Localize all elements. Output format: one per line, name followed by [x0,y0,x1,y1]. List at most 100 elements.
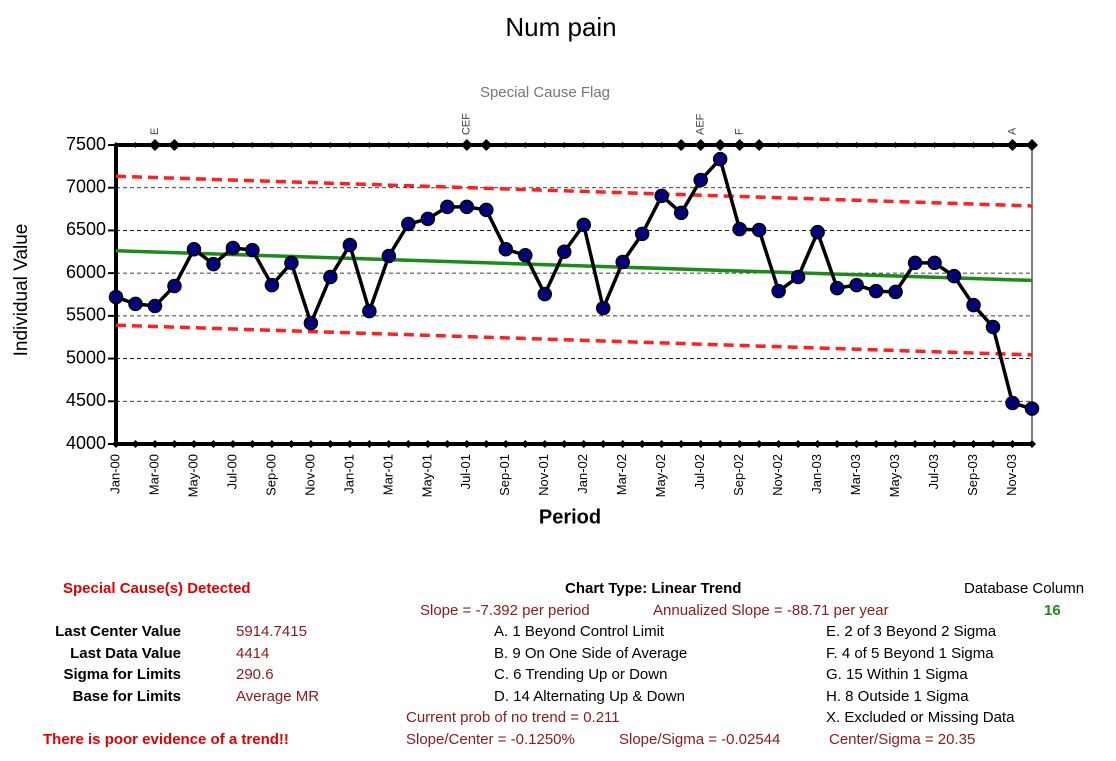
rule: G. 15 Within 1 Sigma [826,666,968,683]
x-tick-label: Mar-00 [146,454,161,495]
data-point [401,216,416,232]
x-tick [911,440,920,448]
x-tick [404,440,413,448]
top-tick [951,142,958,148]
data-point [167,278,182,294]
x-tick-label: Jul-02 [692,454,707,489]
data-point [751,222,767,238]
x-tick [267,440,276,448]
data-point [1005,395,1020,411]
flag-marker [733,139,746,151]
upper-limit [115,174,1033,208]
x-tick-label: Jan-00 [107,454,122,494]
chart-title: Num pain [505,12,616,42]
data-point [537,286,553,302]
flag-marker [168,139,181,151]
top-tick [775,142,782,148]
top-tick [912,142,919,148]
top-tick [834,142,841,148]
center-sigma: Center/Sigma = 20.35 [829,731,976,748]
rule: B. 9 On One Side of Average [494,644,688,662]
data-point [284,255,299,271]
x-tick [1008,440,1017,448]
flag-marker [753,139,766,151]
x-tick [872,440,881,448]
flag-marker [1026,139,1038,151]
top-tick [639,142,646,148]
x-tick [326,440,335,448]
x-tick [969,440,978,448]
data-point [459,199,475,215]
x-tick [618,440,627,448]
data-point [147,298,163,314]
x-tick-label: Jan-01 [341,454,356,494]
flag-label: F [734,128,746,135]
top-tick [307,142,314,148]
data-point [829,280,845,296]
flag-label: AEF [695,113,707,135]
data-point [362,303,377,319]
x-tick [794,440,803,448]
data-point [225,240,241,256]
top-tick [541,142,548,148]
data-point [245,242,260,258]
top-tick [444,142,451,148]
x-tick-label: Sep-02 [731,454,746,496]
top-tick [522,142,529,148]
x-tick-label: Mar-03 [848,454,863,495]
top-tick [424,142,431,148]
x-tick-label: Sep-03 [965,454,980,496]
x-tick [248,440,257,448]
stat-value: 5914.7415 [236,623,307,640]
y-tick-label: 5000 [66,347,106,367]
top-tick [210,142,217,148]
center-line [115,248,1033,283]
chart-type: Chart Type: Linear Trend [565,580,742,597]
data-point [927,255,942,271]
top-tick [873,142,880,148]
y-tick-label: 5500 [66,305,106,325]
x-tick [774,440,783,448]
rule: A. 1 Beyond Control Limit [494,623,665,640]
x-tick-label: Sep-00 [263,454,278,496]
chart-subtitle: Special Cause Flag [480,84,610,101]
x-tick [443,440,452,448]
x-tick [112,440,120,448]
stat-label: Sigma for Limits [63,666,181,683]
top-tick [366,142,373,148]
x-tick [891,440,900,448]
x-tick [423,440,432,448]
y-tick-label: 6000 [66,262,106,282]
x-tick [716,440,725,448]
x-tick-label: Jan-03 [809,454,824,494]
top-tick [853,142,860,148]
x-tick [170,440,179,448]
data-point [323,269,338,285]
top-tick [892,142,899,148]
stat-label: Last Data Value [70,644,181,662]
data-point [907,255,923,271]
x-tick-label: Jul-01 [458,454,473,489]
x-tick-label: Nov-02 [770,454,785,496]
data-point [712,151,728,167]
top-tick [600,142,607,148]
rule: C. 6 Trending Up or Down [494,666,668,683]
y-axis-label: Individual Value [11,224,32,357]
data-point [888,284,903,300]
x-tick-label: May-02 [653,454,668,497]
annual-slope: Annualized Slope = -88.71 per year [653,602,889,619]
x-tick [540,440,549,448]
data-point [595,300,611,316]
db-label: Database Column [964,580,1085,597]
data-point [420,211,436,227]
detected: Special Cause(s) Detected [63,580,251,597]
x-tick [989,440,998,448]
x-tick [189,440,198,448]
x-tick [560,440,569,448]
x-tick [384,440,393,448]
data-point [771,283,786,299]
flag-marker [480,139,493,151]
prob: Current prob of no trend = 0.211 [406,709,620,726]
x-tick [813,440,822,448]
